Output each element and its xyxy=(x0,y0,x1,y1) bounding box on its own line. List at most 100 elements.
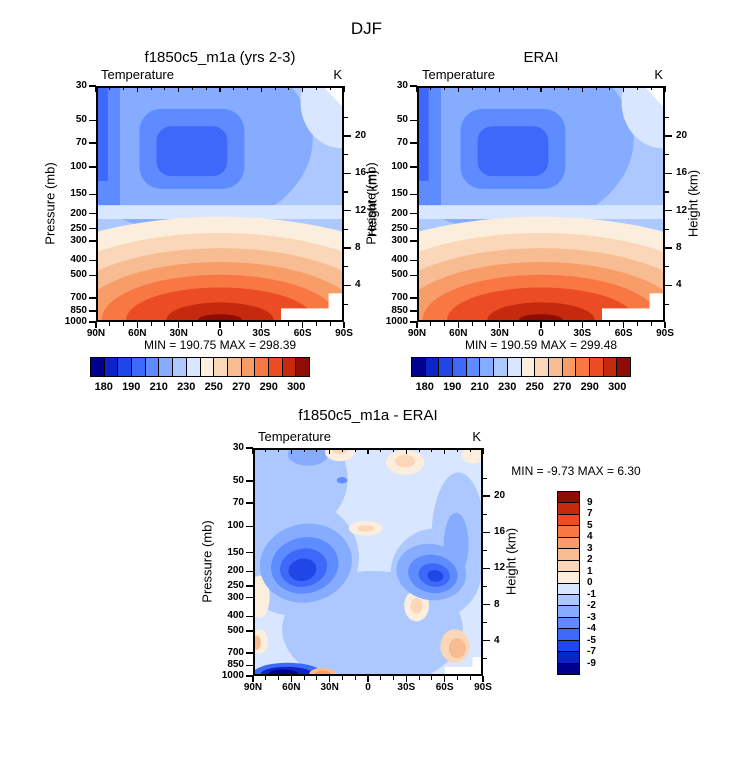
lat-tick-label: 0 xyxy=(217,328,223,339)
pressure-tick-label: 70 xyxy=(232,497,244,509)
tick xyxy=(89,166,96,168)
tick xyxy=(650,86,652,90)
tick xyxy=(343,86,345,92)
colorbar-cell xyxy=(118,358,133,376)
tick xyxy=(664,86,666,92)
model-minmax: MIN = 190.75 MAX = 298.39 xyxy=(143,338,297,352)
tick xyxy=(416,322,418,328)
tick xyxy=(469,448,471,452)
colorbar-cell xyxy=(558,606,579,618)
colorbar-tick-label: 2 xyxy=(587,554,593,565)
tick xyxy=(456,448,459,452)
pressure-tick-label: 70 xyxy=(75,137,87,149)
tick xyxy=(191,86,194,90)
tick xyxy=(246,447,253,449)
lat-tick-label: 30S xyxy=(573,328,592,339)
tick xyxy=(595,322,597,326)
tick xyxy=(418,676,420,680)
tick xyxy=(410,85,417,87)
lat-tick-label: 0 xyxy=(365,682,371,693)
height-tick-label: 20 xyxy=(494,490,506,502)
tick xyxy=(109,86,111,90)
colorbar-cell xyxy=(214,358,228,376)
height-tick-label: 12 xyxy=(355,204,367,216)
colorbar-tick-label: 3 xyxy=(587,542,593,554)
pressure-tick-label: 1000 xyxy=(64,316,87,327)
pressure-tick-label: 400 xyxy=(227,610,244,622)
tick xyxy=(540,322,542,328)
tick xyxy=(328,448,331,454)
pressure-tick-label: 300 xyxy=(70,234,87,246)
pressure-tick-label: 100 xyxy=(227,520,244,532)
tick xyxy=(665,209,672,212)
colorbar-cell xyxy=(507,358,522,376)
tick xyxy=(329,322,331,326)
tick xyxy=(526,86,528,90)
colorbar-cell xyxy=(480,358,495,376)
lat-tick-label: 60N xyxy=(449,328,468,339)
tick xyxy=(265,448,267,452)
lat-tick-label: 30S xyxy=(252,328,271,339)
pressure-tick-label: 150 xyxy=(227,546,244,558)
tick xyxy=(410,227,417,230)
colorbar-cell xyxy=(227,358,242,376)
pressure-tick-label: 250 xyxy=(227,579,244,591)
colorbar-tick-label: -7 xyxy=(587,646,596,657)
colorbar-cell xyxy=(282,358,297,376)
tick xyxy=(344,172,351,175)
tick xyxy=(344,191,348,193)
pressure-tick-label: 200 xyxy=(227,565,244,577)
tick xyxy=(482,448,484,454)
tick xyxy=(246,585,253,587)
height-tick-label: 8 xyxy=(355,242,361,254)
tick xyxy=(485,322,487,326)
tick xyxy=(567,322,570,326)
tick xyxy=(410,119,417,122)
tick xyxy=(430,322,432,326)
tick xyxy=(150,322,152,326)
tick xyxy=(177,86,180,92)
colorbar-cell xyxy=(558,514,579,527)
tick xyxy=(89,142,96,144)
pressure-tick-label: 200 xyxy=(70,207,87,219)
colorbar-tick-label: -5 xyxy=(587,634,596,646)
pressure-tick-label: 70 xyxy=(396,137,408,149)
colorbar-cell xyxy=(535,358,549,376)
tick xyxy=(595,86,597,90)
tick xyxy=(136,322,139,328)
tick xyxy=(443,676,446,682)
colorbar-cell xyxy=(558,549,579,561)
tick xyxy=(246,86,249,90)
tick xyxy=(483,603,490,606)
colorbar-cell xyxy=(412,358,426,376)
height-tick-label: 20 xyxy=(676,129,688,141)
tick xyxy=(665,191,669,193)
tick xyxy=(122,86,125,90)
colorbar-cell xyxy=(521,358,536,376)
height-tick-label: 8 xyxy=(676,242,682,254)
pressure-tick-label: 700 xyxy=(391,291,408,303)
obs-contour-plot xyxy=(419,88,663,320)
colorbar-cell xyxy=(558,560,579,573)
tick xyxy=(316,676,318,680)
tick xyxy=(341,676,344,680)
tick xyxy=(260,322,263,328)
colorbar-tick-label: 190 xyxy=(443,381,462,393)
tick xyxy=(95,322,97,328)
tick xyxy=(410,259,417,262)
tick xyxy=(89,297,96,299)
tick xyxy=(344,266,348,268)
tick xyxy=(483,477,487,479)
pressure-axis-label: Pressure (mb) xyxy=(363,162,379,245)
colorbar-cell xyxy=(558,629,579,641)
tick xyxy=(540,86,542,92)
tick xyxy=(246,322,249,326)
lat-tick-label: 0 xyxy=(538,328,544,339)
tick xyxy=(581,86,584,92)
tick xyxy=(219,322,221,328)
tick xyxy=(665,228,669,230)
colorbar-tick-label: -1 xyxy=(587,588,596,600)
pressure-tick-label: 700 xyxy=(70,291,87,303)
colorbar-cell xyxy=(589,358,604,376)
colorbar-cell xyxy=(558,594,579,607)
